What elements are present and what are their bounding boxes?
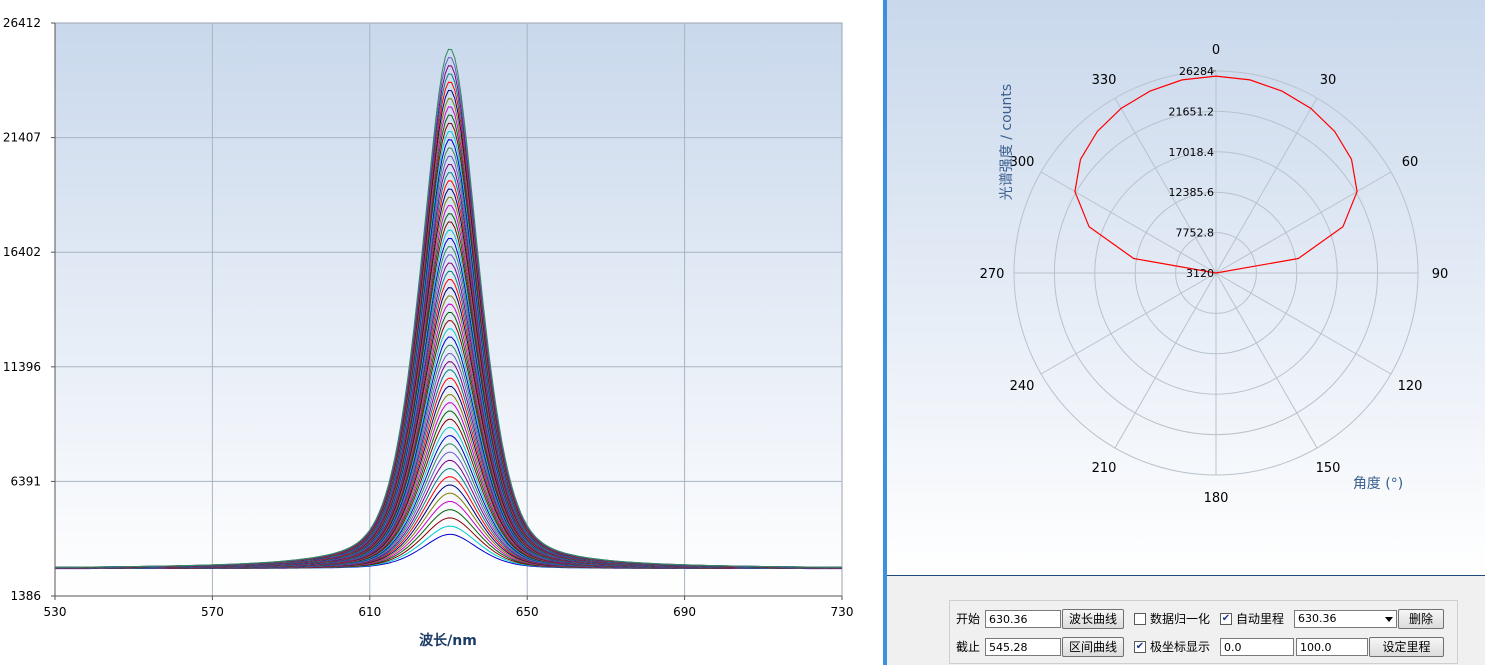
normalize-checkbox[interactable]: [1134, 613, 1146, 625]
x-tick-label: 650: [516, 605, 539, 619]
check-mark-icon: ✔: [1135, 641, 1145, 652]
control-group-box: 开始 630.36 波长曲线 数据归一化 ✔ 自动里程 630.36 删除 截止…: [949, 600, 1458, 664]
wave-curve-button[interactable]: 波长曲线: [1062, 609, 1124, 629]
polar-spoke-line: [1040, 171, 1217, 274]
polar-angle-tick-label: 300: [1010, 155, 1035, 170]
spectrum-x-axis-label: 波长/nm: [419, 632, 477, 649]
y-tick-label: 26412: [3, 16, 41, 30]
polar-angle-tick-label: 30: [1320, 73, 1337, 88]
polar-display-checkbox[interactable]: ✔: [1134, 641, 1146, 653]
range-max-input[interactable]: 100.0: [1296, 638, 1368, 656]
polar-angle-tick-label: 240: [1010, 379, 1035, 394]
spectrum-plot-area: [54, 22, 843, 597]
polar-angle-tick-label: 210: [1092, 461, 1117, 476]
end-label: 截止: [956, 640, 981, 654]
x-tick-label: 690: [673, 605, 696, 619]
delete-button[interactable]: 删除: [1398, 609, 1444, 629]
polar-angle-tick-label: 330: [1092, 73, 1117, 88]
polar-radial-tick-label: 3120: [1186, 267, 1214, 280]
polar-spoke-line: [1114, 272, 1217, 449]
polar-angle-tick-label: 270: [980, 267, 1005, 282]
polar-spoke-line: [1215, 272, 1392, 375]
check-mark-icon: ✔: [1221, 613, 1231, 624]
polar-angle-tick-label: 60: [1402, 155, 1419, 170]
polar-chart-panel: 3120 7752.8 12385.6 17018.4 21651.2 26284 0 30 6…: [887, 0, 1485, 576]
polar-radial-tick-label: 26284: [1179, 65, 1214, 78]
polar-angle-tick-label: 120: [1398, 379, 1423, 394]
range-curve-button[interactable]: 区间曲线: [1062, 637, 1124, 657]
polar-radial-axis-label: 光谱强度 / counts: [999, 84, 1015, 200]
polar-angle-tick-label: 90: [1432, 267, 1449, 282]
auto-range-label: 自动里程: [1236, 612, 1285, 626]
polar-spoke-line: [1215, 171, 1392, 274]
auto-range-checkbox[interactable]: ✔: [1220, 613, 1232, 625]
polar-chart: 3120 7752.8 12385.6 17018.4 21651.2 26284 0 30 6…: [887, 0, 1485, 574]
polar-series-line: [1074, 75, 1358, 274]
chevron-down-icon: [1385, 617, 1393, 622]
polar-display-label: 极坐标显示: [1150, 640, 1211, 654]
start-input[interactable]: 630.36: [985, 610, 1061, 628]
polar-angle-tick-label: 150: [1316, 461, 1341, 476]
start-label: 开始: [956, 612, 981, 626]
x-tick-label: 610: [358, 605, 381, 619]
set-range-button[interactable]: 设定里程: [1369, 637, 1444, 657]
panel-divider[interactable]: [883, 0, 887, 665]
polar-radial-tick-label: 21651.2: [1169, 105, 1215, 118]
polar-spoke-line: [1215, 97, 1318, 274]
x-tick-label: 530: [44, 605, 67, 619]
polar-spoke-line: [1040, 272, 1217, 375]
normalize-label: 数据归一化: [1150, 612, 1211, 626]
wavelength-select[interactable]: 630.36: [1294, 610, 1397, 628]
end-input[interactable]: 545.28: [985, 638, 1061, 656]
range-min-input[interactable]: 0.0: [1220, 638, 1294, 656]
polar-angle-tick-label: 180: [1204, 491, 1229, 506]
spectrum-chart-panel: 530 570 610 650 690 730 1386 6391 11396 16402 2140…: [2, 16, 854, 649]
polar-angular-axis-label: 角度 (°): [1353, 476, 1403, 492]
x-tick-label: 570: [201, 605, 224, 619]
y-tick-label: 1386: [10, 589, 41, 603]
polar-radial-tick-label: 7752.8: [1176, 227, 1215, 240]
spectrum-chart: 530 570 610 650 690 730 1386 6391 11396 16402 2140…: [3, 16, 854, 649]
polar-radial-tick-label: 17018.4: [1169, 146, 1215, 159]
wavelength-select-value: 630.36: [1298, 612, 1337, 625]
y-tick-label: 21407: [3, 131, 41, 145]
polar-spoke-line: [1114, 97, 1217, 274]
polar-angle-tick-label: 0: [1212, 43, 1220, 58]
x-tick-label: 730: [831, 605, 854, 619]
y-tick-label: 11396: [3, 360, 41, 374]
control-panel: 开始 630.36 波长曲线 数据归一化 ✔ 自动里程 630.36 删除 截止…: [887, 576, 1485, 665]
y-tick-label: 16402: [3, 245, 41, 259]
polar-background: [887, 0, 1485, 574]
polar-radial-tick-label: 12385.6: [1169, 186, 1215, 199]
spectrum-series-line: [55, 48, 843, 568]
y-tick-label: 6391: [10, 474, 41, 488]
polar-spoke-line: [1215, 272, 1318, 449]
